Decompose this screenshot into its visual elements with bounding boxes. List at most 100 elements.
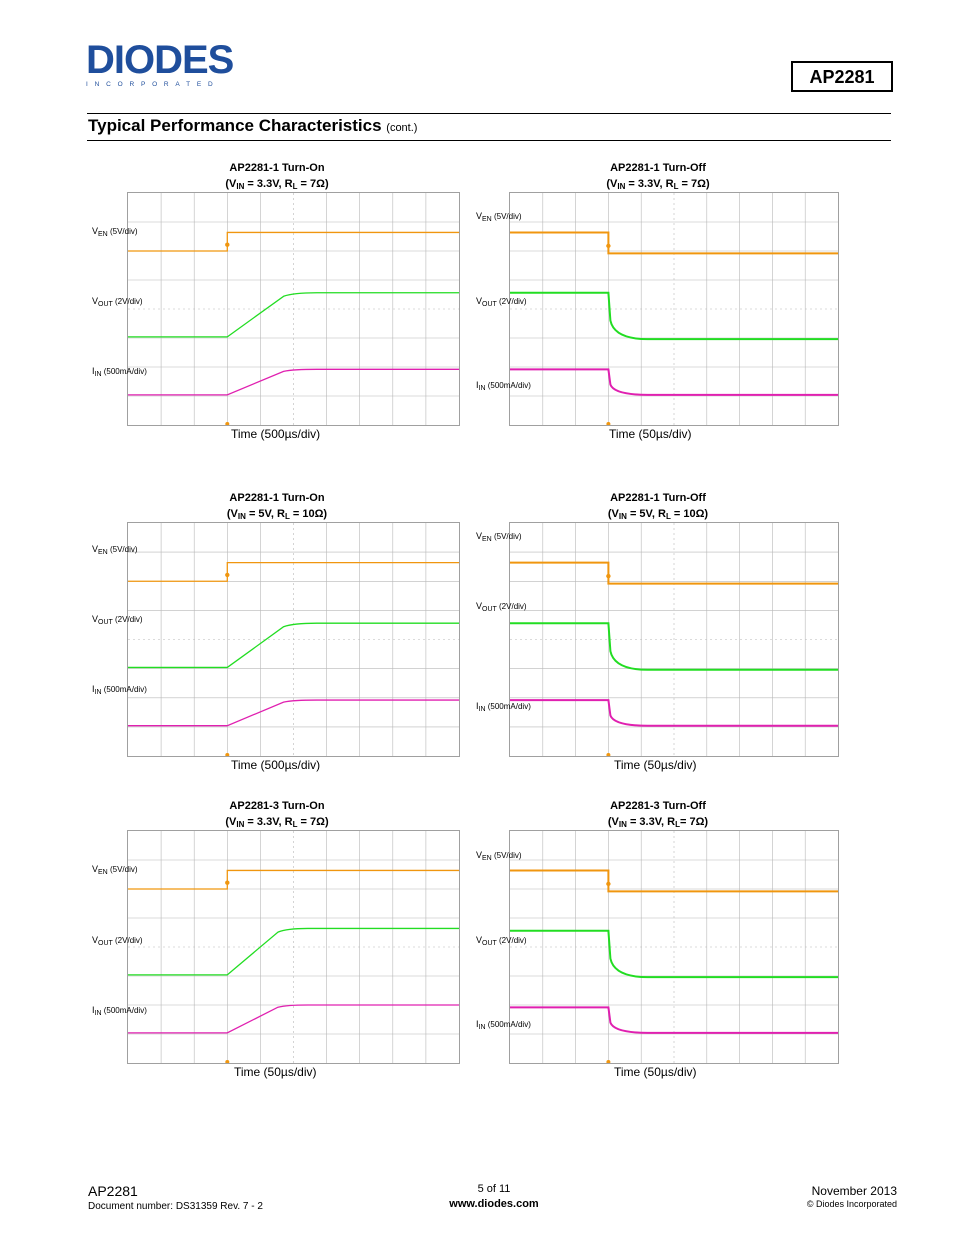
plot-cond-pre: (V <box>607 816 619 828</box>
plot-cond-sub2: L <box>292 182 298 191</box>
plot-title: AP2281-3 Turn-Off (VIN = 3.3V, RL= 7Ω) <box>538 798 778 830</box>
channel-subscript: EN <box>482 216 492 223</box>
trigger-marker <box>606 881 611 887</box>
trigger-marker <box>225 242 230 247</box>
channel-symbol: I <box>476 701 479 711</box>
channel-subscript: OUT <box>482 940 497 947</box>
channel-subscript: EN <box>98 869 108 876</box>
footer-date: November 2013 <box>811 1184 897 1198</box>
channel-subscript: OUT <box>98 940 113 947</box>
trigger-marker <box>225 572 230 578</box>
plot-cond-sub2: L <box>673 182 679 191</box>
channel-scale: (5V/div) <box>491 532 522 541</box>
channel-subscript: OUT <box>98 301 113 308</box>
trace-ven <box>128 231 459 252</box>
scope-svg <box>510 523 838 756</box>
plot-title-main: AP2281-3 Turn-On <box>229 800 325 812</box>
trace-iin <box>510 1006 838 1034</box>
channel-symbol: V <box>476 296 483 306</box>
plot-cond-mid: = 5V, R <box>626 508 666 520</box>
plot-cond-post: = 7Ω) <box>680 816 709 828</box>
trace-ven <box>128 561 459 582</box>
plot-title-main: AP2281-1 Turn-On <box>229 492 325 504</box>
channel-subscript: EN <box>98 549 108 556</box>
header-rule-top <box>87 113 891 114</box>
plot-cond-post: = 7Ω) <box>678 178 710 190</box>
channel-subscript: IN <box>94 1010 102 1017</box>
section-title-cont: (cont.) <box>386 122 418 134</box>
time-marker <box>225 422 230 425</box>
channel-scale: (5V/div) <box>107 865 138 874</box>
channel-scale: (500mA/div) <box>485 1020 531 1029</box>
x-axis-label: Time (50µs/div) <box>614 1065 697 1079</box>
channel-symbol: I <box>92 366 95 376</box>
channel-scale: (2V/div) <box>496 936 527 945</box>
time-marker <box>225 1060 230 1063</box>
plot-cond-pre: (V <box>225 178 237 190</box>
channel-symbol: V <box>476 850 483 860</box>
trigger-marker <box>225 880 230 885</box>
channel-subscript: EN <box>482 855 492 862</box>
channel-label: IIN (500mA/div) <box>92 1005 147 1017</box>
channel-label: VOUT (2V/div) <box>476 296 527 308</box>
logo-text: DIODES <box>86 38 234 82</box>
plot-title-main: AP2281-1 Turn-On <box>229 162 325 174</box>
channel-subscript: OUT <box>482 301 497 308</box>
plot-cond-post: = 10Ω) <box>289 508 328 520</box>
trace-vout <box>510 622 838 671</box>
plot-cond-sub2: L <box>665 512 671 521</box>
x-axis-label: Time (500µs/div) <box>231 427 321 441</box>
footer-part: AP2281 <box>88 1183 138 1199</box>
scope-screen <box>509 522 839 757</box>
scope-svg <box>128 523 459 756</box>
channel-subscript: IN <box>478 385 486 392</box>
trace-vout <box>128 927 459 976</box>
plot-cond-sub1: IN <box>617 182 626 191</box>
channel-scale: (500mA/div) <box>101 685 147 694</box>
channel-symbol: I <box>476 1019 479 1029</box>
footer-url[interactable]: www.diodes.com <box>449 1198 539 1210</box>
trace-ven <box>128 869 459 890</box>
plot-cond-pre: (V <box>225 816 237 828</box>
scope-svg <box>128 193 459 425</box>
scope-svg <box>510 193 838 425</box>
trace-iin <box>128 368 459 396</box>
scope-screen <box>509 192 839 426</box>
channel-label: VEN (5V/div) <box>476 211 522 223</box>
channel-symbol: V <box>92 614 99 624</box>
channel-scale: (2V/div) <box>112 936 143 945</box>
channel-label: IIN (500mA/div) <box>476 701 531 713</box>
channel-subscript: IN <box>478 1024 486 1031</box>
footer-page: 5 of 11 <box>477 1183 511 1195</box>
trace-ven <box>510 561 838 585</box>
x-axis-label: Time (500µs/div) <box>231 758 321 772</box>
logo-subtext: INCORPORATED <box>86 81 220 88</box>
channel-label: VOUT (2V/div) <box>92 935 143 947</box>
plot-cond-mid: = 3.3V, R <box>626 816 676 828</box>
channel-symbol: V <box>476 601 483 611</box>
plot-cond-sub1: IN <box>618 512 627 521</box>
channel-symbol: V <box>92 864 99 874</box>
channel-label: VEN (5V/div) <box>92 226 138 238</box>
channel-symbol: V <box>92 544 99 554</box>
plot-title: AP2281-1 Turn-Off (VIN = 5V, RL = 10Ω) <box>538 490 778 522</box>
plot-cond-mid: = 3.3V, R <box>244 178 293 190</box>
channel-scale: (5V/div) <box>491 212 522 221</box>
channel-symbol: V <box>476 935 483 945</box>
channel-label: VEN (5V/div) <box>92 544 138 556</box>
trace-iin <box>128 699 459 727</box>
channel-symbol: V <box>92 226 99 236</box>
trace-iin <box>128 1004 459 1034</box>
time-marker <box>606 1060 611 1063</box>
plot-title-main: AP2281-1 Turn-Off <box>610 492 706 504</box>
trace-vout <box>128 292 459 338</box>
scope-screen <box>509 830 839 1064</box>
channel-scale: (500mA/div) <box>485 381 531 390</box>
channel-symbol: V <box>476 211 483 221</box>
channel-label: IIN (500mA/div) <box>92 684 147 696</box>
plot-title: AP2281-1 Turn-Off (VIN = 3.3V, RL = 7Ω) <box>538 160 778 192</box>
channel-scale: (5V/div) <box>491 851 522 860</box>
channel-scale: (2V/div) <box>496 297 527 306</box>
plot-title: AP2281-1 Turn-On (VIN = 5V, RL = 10Ω) <box>157 490 397 522</box>
channel-label: IIN (500mA/div) <box>476 380 531 392</box>
